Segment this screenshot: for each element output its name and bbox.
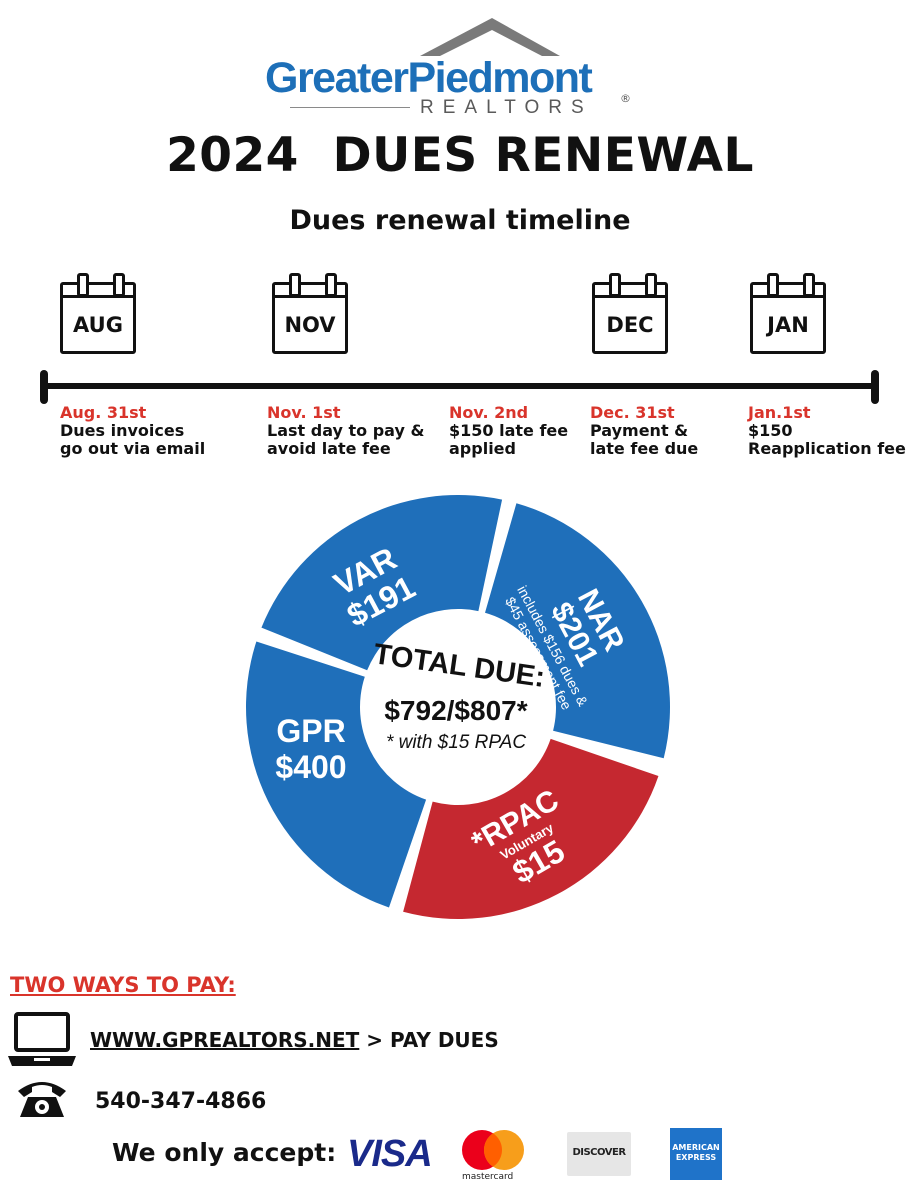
timeline-event: Jan.1st $150 Reapplication fee <box>748 404 906 458</box>
slice-value-gpr: $400 <box>275 749 346 785</box>
timeline-end-cap <box>871 370 879 404</box>
page-title: 2024 DUES RENEWAL <box>166 128 754 183</box>
calendar-month: AUG <box>73 313 123 337</box>
laptop-icon <box>8 1012 76 1066</box>
pay-phone-number[interactable]: 540-347-4866 <box>95 1089 267 1114</box>
calendar-icon: JAN <box>750 273 826 354</box>
accepted-cards-label: We only accept: <box>112 1138 337 1167</box>
event-date: Dec. 31st <box>590 403 675 422</box>
logo-roof-icon <box>420 18 560 56</box>
mastercard-wordmark: mastercard <box>462 1172 514 1182</box>
pay-website-link[interactable]: WWW.GPREALTORS.NET <box>90 1028 360 1052</box>
event-text: Payment & late fee due <box>590 421 699 458</box>
mastercard-logo <box>462 1130 524 1170</box>
calendar-icon: NOV <box>272 273 348 354</box>
event-text: Dues invoices go out via email <box>60 421 206 458</box>
timeline-event: Dec. 31st Payment & late fee due <box>590 404 698 458</box>
slice-name-gpr: GPR <box>276 713 345 749</box>
calendar-month: DEC <box>606 313 654 337</box>
donut-slice-rpac <box>403 738 659 919</box>
logo-name: GreaterPiedmont <box>265 54 593 102</box>
discover-logo: DISCOVER <box>567 1132 631 1176</box>
pay-heading: TWO WAYS TO PAY: <box>10 973 236 997</box>
donut-slice-gpr <box>246 641 427 908</box>
calendar-icon: AUG <box>60 273 136 354</box>
event-date: Nov. 1st <box>267 403 341 422</box>
page-subtitle: Dues renewal timeline <box>289 205 631 236</box>
visa-logo: VISA <box>347 1133 433 1175</box>
amex-line-1: AMERICAN <box>672 1143 720 1152</box>
event-date: Nov. 2nd <box>449 403 529 422</box>
amex-line-2: EXPRESS <box>675 1153 717 1162</box>
calendar-month: JAN <box>767 313 809 337</box>
donut-slice-var <box>261 495 503 671</box>
total-due-amount: $792/$807* <box>384 695 527 726</box>
pay-website-suffix: > PAY DUES <box>359 1028 499 1052</box>
amex-logo: AMERICAN EXPRESS <box>670 1128 722 1180</box>
logo-registered-mark: ® <box>620 92 631 105</box>
event-text: Last day to pay & avoid late fee <box>267 421 425 458</box>
donut-slice-nar <box>485 503 670 759</box>
timeline-event: Nov. 1st Last day to pay & avoid late fe… <box>267 404 424 458</box>
pay-website-line: WWW.GPREALTORS.NET > PAY DUES <box>90 1028 499 1052</box>
timeline-line <box>42 383 876 389</box>
timeline-start-cap <box>40 370 48 404</box>
timeline-event: Aug. 31st Dues invoices go out via email <box>60 404 205 458</box>
event-date: Jan.1st <box>748 403 811 422</box>
total-due-note: * with $15 RPAC <box>386 732 526 753</box>
event-text: $150 late fee applied <box>449 421 569 458</box>
timeline-event: Nov. 2nd $150 late fee applied <box>449 404 568 458</box>
logo-divider <box>290 107 410 108</box>
event-text: $150 Reapplication fee <box>748 421 906 458</box>
dues-donut-chart: VAR $191 NAR $201 includes $156 dues & $… <box>246 495 670 919</box>
logo-subtitle: REALTORS <box>420 97 593 118</box>
discover-wordmark: DISCOVER <box>572 1147 626 1158</box>
calendar-icon: DEC <box>592 273 668 354</box>
chart-title: TOTAL DUE: <box>372 638 547 694</box>
telephone-icon <box>18 1082 66 1117</box>
event-date: Aug. 31st <box>60 403 147 422</box>
calendar-month: NOV <box>284 313 336 337</box>
